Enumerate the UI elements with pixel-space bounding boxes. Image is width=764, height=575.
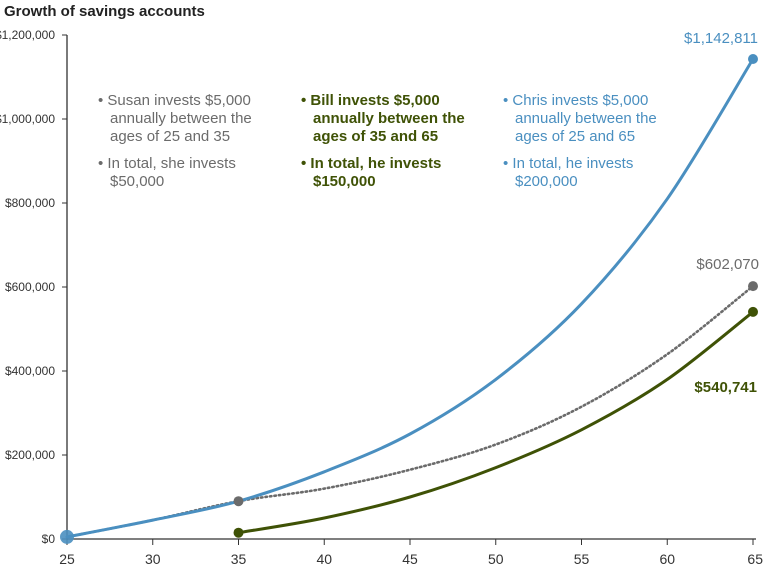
chart-series <box>60 54 758 544</box>
annotation-susan-line: ages of 25 and 35 <box>110 128 230 145</box>
annotation-bill-line: • In total, he invests <box>301 155 441 172</box>
x-tick-label: 55 <box>574 551 590 567</box>
x-tick-label: 50 <box>488 551 504 567</box>
x-tick-label: 60 <box>659 551 675 567</box>
annotation-bill-line: ages of 35 and 65 <box>313 128 438 145</box>
annotation-chris-line: • Chris invests $5,000 <box>503 92 648 109</box>
series-line-susan <box>65 284 755 539</box>
chart-end-labels: $1,142,811 $602,070 $540,741 <box>684 30 759 396</box>
x-tick-label: 25 <box>59 551 75 567</box>
annotation-susan-line: annually between the <box>110 110 252 127</box>
x-tick-label: 30 <box>145 551 161 567</box>
x-tick-label: 40 <box>316 551 332 567</box>
annotation-bill-line: annually between the <box>313 110 465 127</box>
y-tick-label: $200,000 <box>5 448 55 462</box>
y-tick-label: $800,000 <box>5 196 55 210</box>
series-end-point-bill <box>748 306 758 317</box>
annotation-susan-line: • In total, she invests <box>98 155 236 172</box>
series-end-point-chris <box>748 54 758 65</box>
annotation-susan-line: $50,000 <box>110 173 164 190</box>
y-tick-label: $600,000 <box>5 280 55 294</box>
annotation-bill-line: • Bill invests $5,000 <box>301 92 440 109</box>
x-tick-label: 65 <box>747 551 763 567</box>
annotation-bill-line: $150,000 <box>313 173 376 190</box>
chart-title: Growth of savings accounts <box>4 3 205 20</box>
y-tick-label: $0 <box>42 532 56 546</box>
end-value-label-chris: $1,142,811 <box>684 30 758 47</box>
x-tick-label: 35 <box>231 551 247 567</box>
annotation-chris-line: ages of 25 and 65 <box>515 128 635 145</box>
end-value-label-bill: $540,741 <box>694 379 757 396</box>
susan-stop-point <box>233 496 244 507</box>
chart-axes: $0 $200,000 $400,000 $600,000 $800,000 $1,000… <box>0 28 763 567</box>
series-end-point-susan <box>748 281 758 292</box>
bill-start-point <box>233 527 244 538</box>
y-tick-label: $1,200,000 <box>0 28 55 42</box>
series-start-point <box>60 529 74 544</box>
annotation-chris-line: annually between the <box>515 110 657 127</box>
y-tick-label: $1,000,000 <box>0 112 55 126</box>
annotation-chris-line: • In total, he invests <box>503 155 633 172</box>
end-value-label-susan: $602,070 <box>696 256 759 273</box>
series-line-bill <box>237 310 755 535</box>
series-line-chris <box>65 57 755 539</box>
annotation-chris-line: $200,000 <box>515 173 578 190</box>
y-tick-label: $400,000 <box>5 364 55 378</box>
annotation-susan-line: • Susan invests $5,000 <box>98 92 251 109</box>
x-tick-label: 45 <box>402 551 418 567</box>
